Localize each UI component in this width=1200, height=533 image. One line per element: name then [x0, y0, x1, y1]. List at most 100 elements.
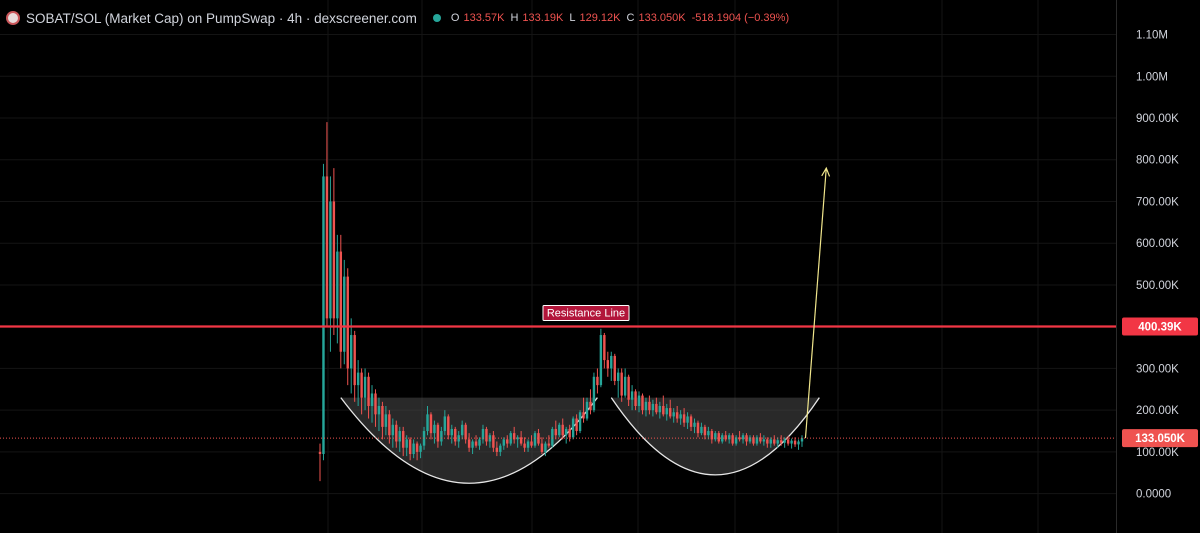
y-tick-label: 500.00K [1136, 280, 1179, 292]
candle-body [322, 176, 325, 454]
candle-body [578, 412, 582, 432]
candle-body [402, 431, 405, 448]
y-tick-label: 300.00K [1136, 363, 1179, 375]
candle-body [356, 372, 360, 386]
candle-body [336, 251, 339, 319]
candle-body [745, 435, 748, 442]
candle-body [318, 451, 322, 454]
open-value: 133.57K [463, 12, 505, 24]
candle-body [703, 426, 707, 436]
candle-body [710, 431, 714, 440]
candle-body [502, 439, 505, 446]
candle-body [537, 433, 540, 444]
candle-body [353, 335, 356, 386]
candle-body [370, 393, 374, 406]
token-logo-icon [6, 11, 20, 25]
chart-title: SOBAT/SOL (Market Cap) on PumpSwap · 4h … [26, 10, 417, 26]
candle-body [523, 443, 526, 448]
candle-body [564, 428, 568, 436]
candle-body [419, 445, 422, 452]
candle-body [551, 428, 554, 446]
candle-body [429, 414, 433, 434]
candle-body [700, 426, 703, 434]
candle-body [689, 416, 693, 427]
candle-body [648, 401, 651, 411]
candle-body [450, 428, 453, 436]
candle-body [783, 439, 786, 443]
candle-body [554, 428, 558, 436]
high-label: H [510, 12, 519, 24]
candle-body [377, 406, 381, 415]
candle-body [568, 428, 571, 438]
candle-body [675, 412, 679, 419]
open-label: O [450, 12, 460, 24]
change-value: -518.1904 (−0.39%) [691, 12, 790, 24]
candle-body [363, 376, 367, 398]
candle-body [637, 395, 641, 406]
candle-body [734, 437, 738, 444]
candle-body [426, 414, 429, 432]
y-tick-label: 0.0000 [1136, 489, 1171, 501]
candle-body [707, 431, 710, 436]
candle-body [773, 439, 776, 444]
candle-body [727, 435, 731, 440]
candle-body [582, 412, 585, 419]
candle-body [644, 401, 648, 411]
candle-body [617, 372, 620, 381]
y-tick-label: 1.00M [1136, 71, 1168, 83]
candle-body [575, 418, 578, 432]
candle-body [415, 443, 419, 452]
candle-body [384, 414, 388, 427]
candle-body [748, 437, 752, 442]
candle-body [457, 435, 460, 442]
candle-body [759, 437, 762, 442]
cup-outline [610, 397, 820, 476]
candle-body [443, 416, 447, 432]
candle-body [752, 437, 755, 444]
candle-body [495, 447, 499, 452]
candle-body [610, 355, 613, 369]
candle-body [571, 418, 575, 438]
candle-body [741, 435, 745, 440]
candle-body [325, 176, 329, 319]
candle-body [603, 335, 606, 361]
candle-body [641, 395, 644, 411]
candle-body [422, 431, 426, 446]
candle-body [634, 391, 637, 406]
candle-body [672, 412, 675, 417]
candle-body [620, 372, 623, 396]
candle-body [433, 424, 436, 434]
candle-body [367, 376, 370, 406]
candle-body [731, 435, 734, 444]
close-value: 133.050K [638, 12, 686, 24]
candle-body [519, 437, 523, 444]
candle-body [623, 376, 627, 396]
candle-body [599, 335, 603, 386]
candle-body [630, 391, 634, 400]
close-label: C [626, 12, 635, 24]
candle-body [544, 443, 547, 452]
candle-body [512, 433, 516, 440]
candle-body [405, 439, 408, 448]
candle-body [467, 439, 471, 448]
last-price-tag-box [1122, 429, 1198, 448]
candle-body [800, 438, 804, 442]
candle-body [533, 433, 537, 446]
candle-body [478, 439, 481, 446]
candle-body [662, 406, 665, 415]
y-tick-label: 100.00K [1136, 447, 1179, 459]
candle-body [721, 435, 724, 442]
candle-body [696, 422, 700, 434]
candle-body [530, 441, 533, 446]
candle-body [693, 422, 696, 427]
projection-arrow-line [804, 168, 827, 439]
candle-body [724, 435, 727, 440]
candle-body [464, 424, 467, 440]
candle-body [526, 441, 530, 448]
resistance-label-box [542, 305, 630, 322]
candle-body [762, 439, 766, 442]
candle-body [686, 416, 689, 423]
candle-body [561, 424, 564, 436]
candle-body [332, 201, 336, 319]
